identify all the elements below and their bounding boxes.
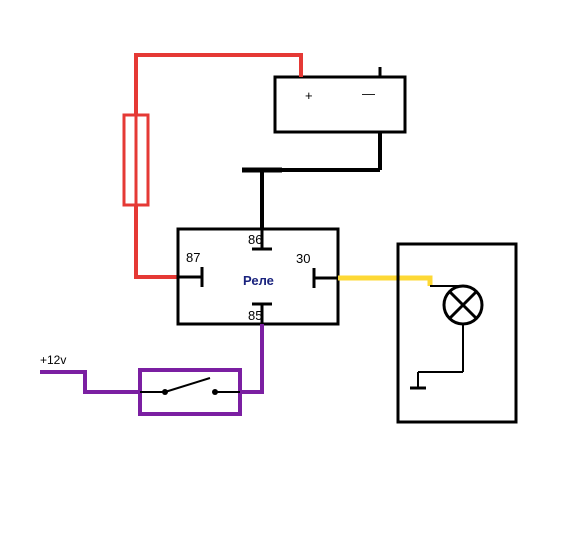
wire-purple-switch-12v <box>40 372 140 392</box>
pin-30-label: 30 <box>296 251 310 266</box>
pin-86-label: 86 <box>248 232 262 247</box>
wire-black-batt-neg <box>242 132 380 229</box>
battery-minus-label: — <box>362 86 375 101</box>
voltage-label: +12v <box>40 353 66 367</box>
pin-85-label: 85 <box>248 308 262 323</box>
relay: 86 85 87 30 Реле <box>178 229 338 324</box>
circuit-diagram: + — 86 85 87 30 Реле <box>0 0 568 538</box>
pin-87-label: 87 <box>186 250 200 265</box>
battery: + — <box>275 67 405 132</box>
wire-red-fuse-relay87 <box>136 205 178 277</box>
wire-purple-relay85-switch <box>240 324 262 392</box>
battery-plus-label: + <box>305 88 313 103</box>
wire-yellow-relay30-lamp <box>338 278 430 286</box>
fuse <box>124 115 148 205</box>
switch <box>140 370 240 414</box>
relay-label: Реле <box>243 273 274 288</box>
lamp-box <box>398 244 516 422</box>
